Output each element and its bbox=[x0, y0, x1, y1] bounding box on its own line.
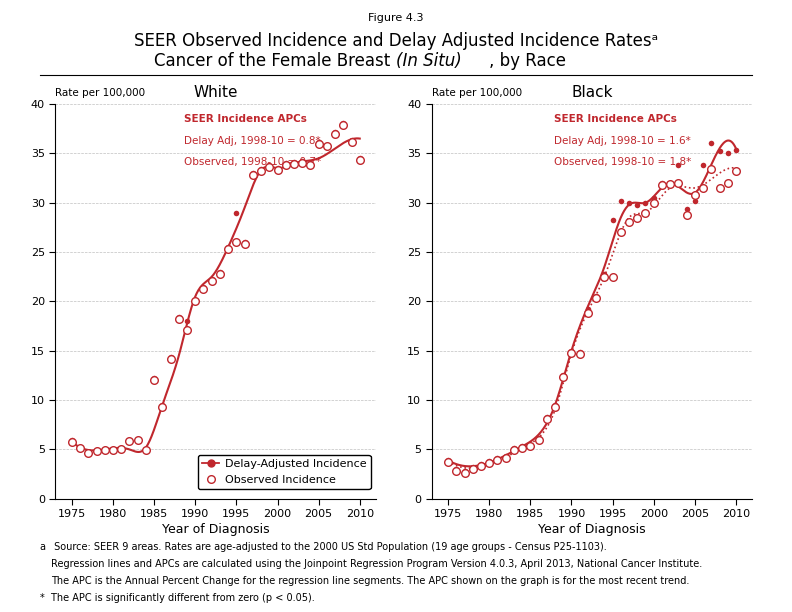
Text: Observed, 1998-10 = 1.8*: Observed, 1998-10 = 1.8* bbox=[554, 157, 691, 167]
X-axis label: Year of Diagnosis: Year of Diagnosis bbox=[539, 523, 645, 536]
X-axis label: Year of Diagnosis: Year of Diagnosis bbox=[162, 523, 269, 536]
Title: White: White bbox=[193, 85, 238, 100]
Text: SEER Incidence APCs: SEER Incidence APCs bbox=[554, 114, 676, 124]
Text: Cancer of the Female Breast: Cancer of the Female Breast bbox=[154, 52, 396, 70]
Text: Delay Adj, 1998-10 = 0.8*: Delay Adj, 1998-10 = 0.8* bbox=[184, 136, 321, 146]
Legend: Delay-Adjusted Incidence, Observed Incidence: Delay-Adjusted Incidence, Observed Incid… bbox=[198, 455, 371, 489]
Title: Black: Black bbox=[571, 85, 613, 100]
Text: The APC is the Annual Percent Change for the regression line segments. The APC s: The APC is the Annual Percent Change for… bbox=[51, 576, 690, 586]
Text: Rate per 100,000: Rate per 100,000 bbox=[55, 88, 146, 98]
Text: Source: SEER 9 areas. Rates are age-adjusted to the 2000 US Std Population (19 a: Source: SEER 9 areas. Rates are age-adju… bbox=[51, 542, 607, 551]
Text: Figure 4.3: Figure 4.3 bbox=[368, 13, 424, 23]
Text: Delay Adj, 1998-10 = 1.6*: Delay Adj, 1998-10 = 1.6* bbox=[554, 136, 691, 146]
Text: *  The APC is significantly different from zero (p < 0.05).: * The APC is significantly different fro… bbox=[40, 593, 314, 603]
Text: (In Situ): (In Situ) bbox=[396, 52, 463, 70]
Text: a: a bbox=[40, 542, 46, 551]
Text: SEER Observed Incidence and Delay Adjusted Incidence Ratesᵃ: SEER Observed Incidence and Delay Adjust… bbox=[134, 32, 658, 50]
Text: Rate per 100,000: Rate per 100,000 bbox=[432, 88, 522, 98]
Text: Observed, 1998-10 = 0.7*: Observed, 1998-10 = 0.7* bbox=[184, 157, 321, 167]
Text: SEER Incidence APCs: SEER Incidence APCs bbox=[184, 114, 307, 124]
Text: , by Race: , by Race bbox=[489, 52, 565, 70]
Text: Regression lines and APCs are calculated using the Joinpoint Regression Program : Regression lines and APCs are calculated… bbox=[51, 559, 703, 569]
